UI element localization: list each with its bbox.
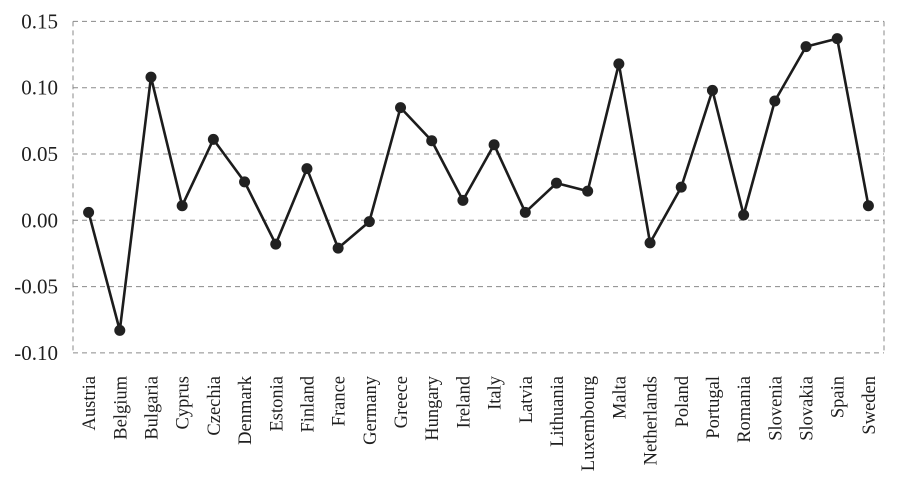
x-tick-label-ireland: Ireland <box>454 375 474 428</box>
x-tick-label-estonia: Estonia <box>267 376 287 432</box>
data-point-finland <box>301 163 313 175</box>
x-tick-label-spain: Spain <box>829 376 849 418</box>
y-tick-label-0.15: 0.15 <box>21 9 58 33</box>
data-point-belgium <box>114 324 126 336</box>
data-point-hungary <box>426 135 438 147</box>
data-point-france <box>332 242 344 254</box>
y-tick-label-0.10: 0.10 <box>21 76 58 100</box>
data-point-malta <box>613 58 625 70</box>
data-point-luxembourg <box>582 185 594 197</box>
data-point-czechia <box>207 133 219 145</box>
data-point-portugal <box>706 84 718 96</box>
data-point-bulgaria <box>145 71 157 83</box>
x-tick-label-luxembourg: Luxembourg <box>579 376 599 471</box>
chart-line <box>87 37 870 332</box>
x-tick-label-poland: Poland <box>673 375 693 427</box>
x-tick-label-bulgaria: Bulgaria <box>142 376 162 440</box>
x-tick-label-germany: Germany <box>361 375 381 445</box>
x-tick-label-france: France <box>330 376 350 426</box>
x-tick-label-portugal: Portugal <box>704 376 724 439</box>
x-tick-label-netherlands: Netherlands <box>642 376 662 465</box>
x-tick-label-denmark: Denmark <box>236 375 256 445</box>
x-tick-label-czechia: Czechia <box>205 376 225 436</box>
y-tick-label-0.00: 0.00 <box>21 208 58 232</box>
data-point-cyprus <box>176 200 188 212</box>
data-point-netherlands <box>644 237 656 249</box>
data-point-austria <box>83 206 95 218</box>
data-point-sweden <box>862 200 874 212</box>
x-tick-label-lithuania: Lithuania <box>548 376 568 447</box>
data-point-latvia <box>519 206 531 218</box>
x-tick-label-finland: Finland <box>298 375 318 432</box>
y-tick-label-0.05: 0.05 <box>21 142 58 166</box>
y-tick-label--0.10: -0.10 <box>14 341 58 365</box>
x-tick-label-latvia: Latvia <box>517 376 537 423</box>
x-tick-label-cyprus: Cyprus <box>174 376 194 429</box>
x-tick-label-greece: Greece <box>392 376 412 428</box>
data-point-slovenia <box>769 95 781 107</box>
x-tick-label-belgium: Belgium <box>111 375 131 439</box>
x-tick-label-malta: Malta <box>610 376 630 419</box>
data-point-spain <box>831 33 843 45</box>
x-tick-label-hungary: Hungary <box>423 375 443 440</box>
x-tick-label-sweden: Sweden <box>860 376 880 435</box>
data-point-ireland <box>457 194 469 206</box>
data-point-greece <box>395 102 407 114</box>
data-point-slovakia <box>800 41 812 53</box>
x-tick-label-austria: Austria <box>80 376 100 430</box>
x-tick-label-slovenia: Slovenia <box>766 376 786 441</box>
data-point-denmark <box>239 176 251 188</box>
data-point-italy <box>488 139 500 151</box>
y-tick-label--0.05: -0.05 <box>14 275 58 299</box>
data-point-romania <box>738 209 750 221</box>
x-tick-label-romania: Romania <box>735 376 755 443</box>
data-point-poland <box>675 181 687 193</box>
x-tick-label-italy: Italy <box>486 375 506 410</box>
data-point-estonia <box>270 238 282 250</box>
data-point-lithuania <box>550 177 562 189</box>
x-tick-label-slovakia: Slovakia <box>798 376 818 441</box>
data-point-germany <box>363 216 375 228</box>
